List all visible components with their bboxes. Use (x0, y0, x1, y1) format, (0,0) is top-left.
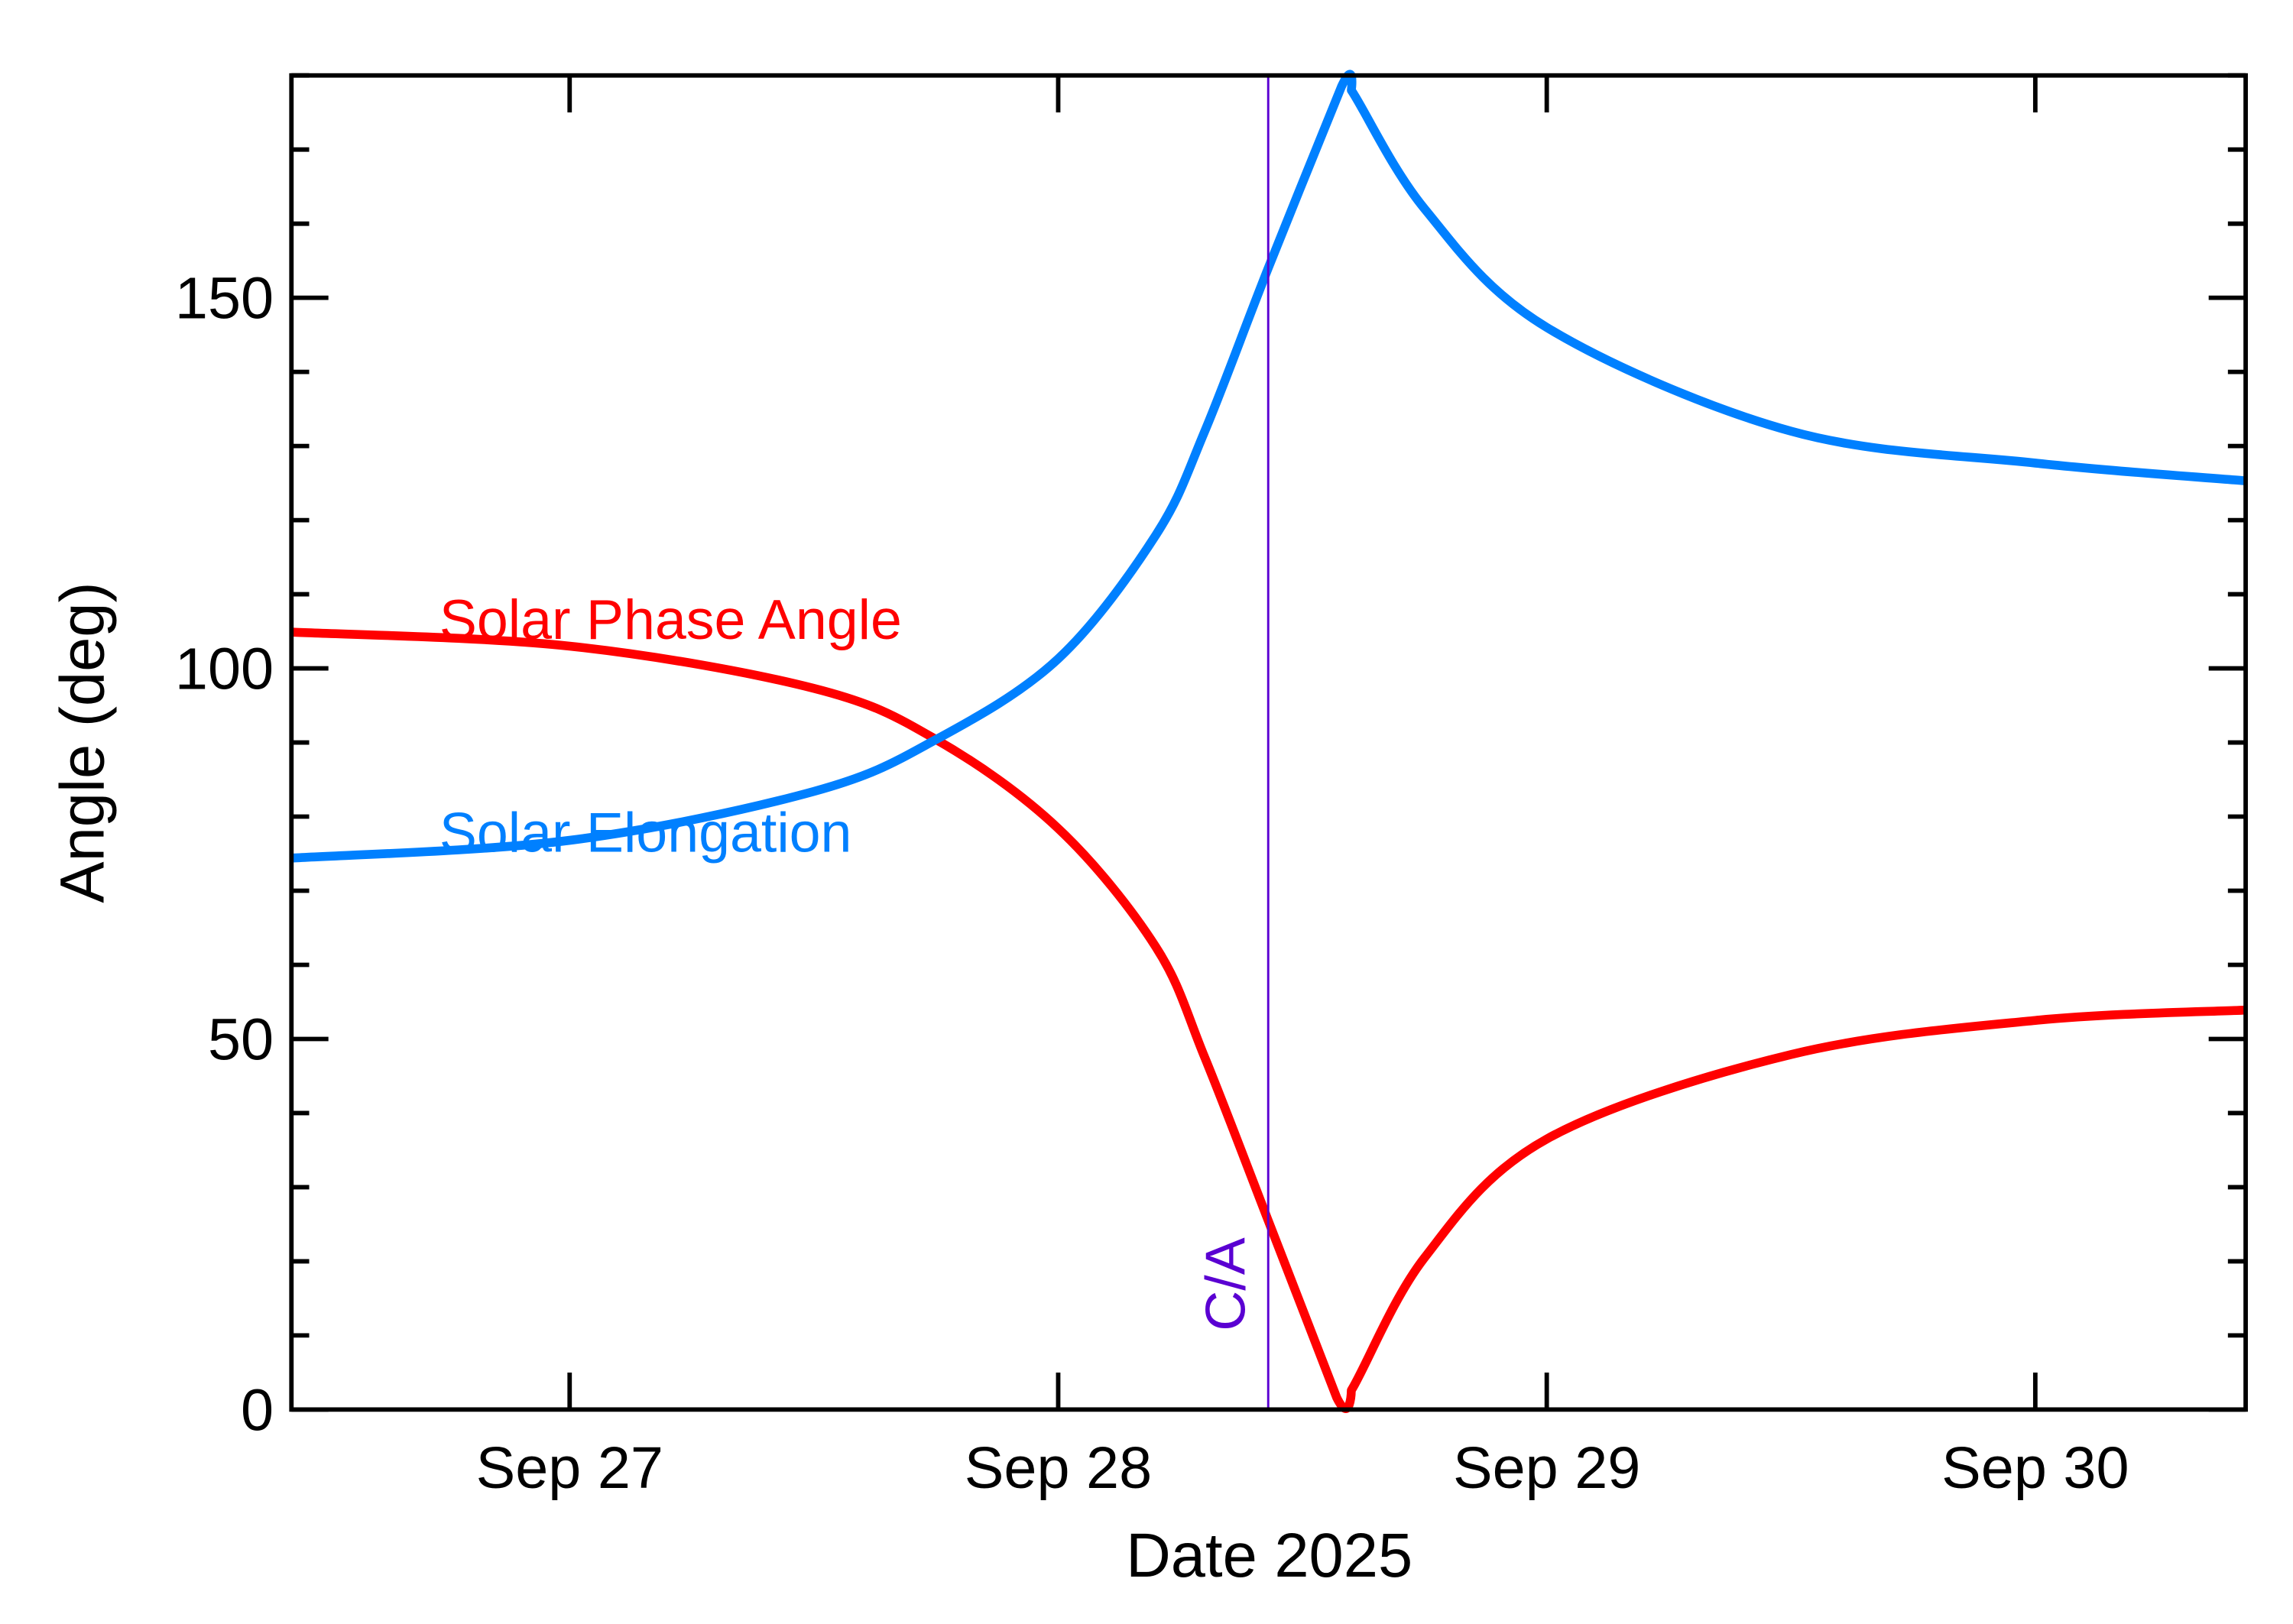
x-tick-label: Sep 27 (476, 1435, 663, 1501)
x-tick-label: Sep 29 (1453, 1435, 1640, 1501)
closest-approach-label: C/A (1193, 1237, 1257, 1331)
x-tick-label: Sep 30 (1941, 1435, 2129, 1501)
x-tick-label: Sep 28 (965, 1435, 1152, 1501)
y-tick-label: 50 (208, 1007, 274, 1073)
legend-solar-phase-angle: Solar Phase Angle (439, 588, 902, 651)
y-tick-label: 0 (241, 1377, 274, 1443)
ticks: 0 50 100 150 Sep 27 Sep 28 Sep 29 Sep 30 (175, 73, 2246, 1501)
y-axis-label: Angle (deg) (47, 582, 117, 903)
y-tick-label: 100 (175, 637, 274, 702)
plot-frame (289, 73, 2248, 1412)
y-tick-label: 150 (175, 266, 274, 332)
legend-solar-elongation: Solar Elongation (439, 801, 852, 864)
x-axis-label: Date 2025 (1126, 1521, 1412, 1590)
